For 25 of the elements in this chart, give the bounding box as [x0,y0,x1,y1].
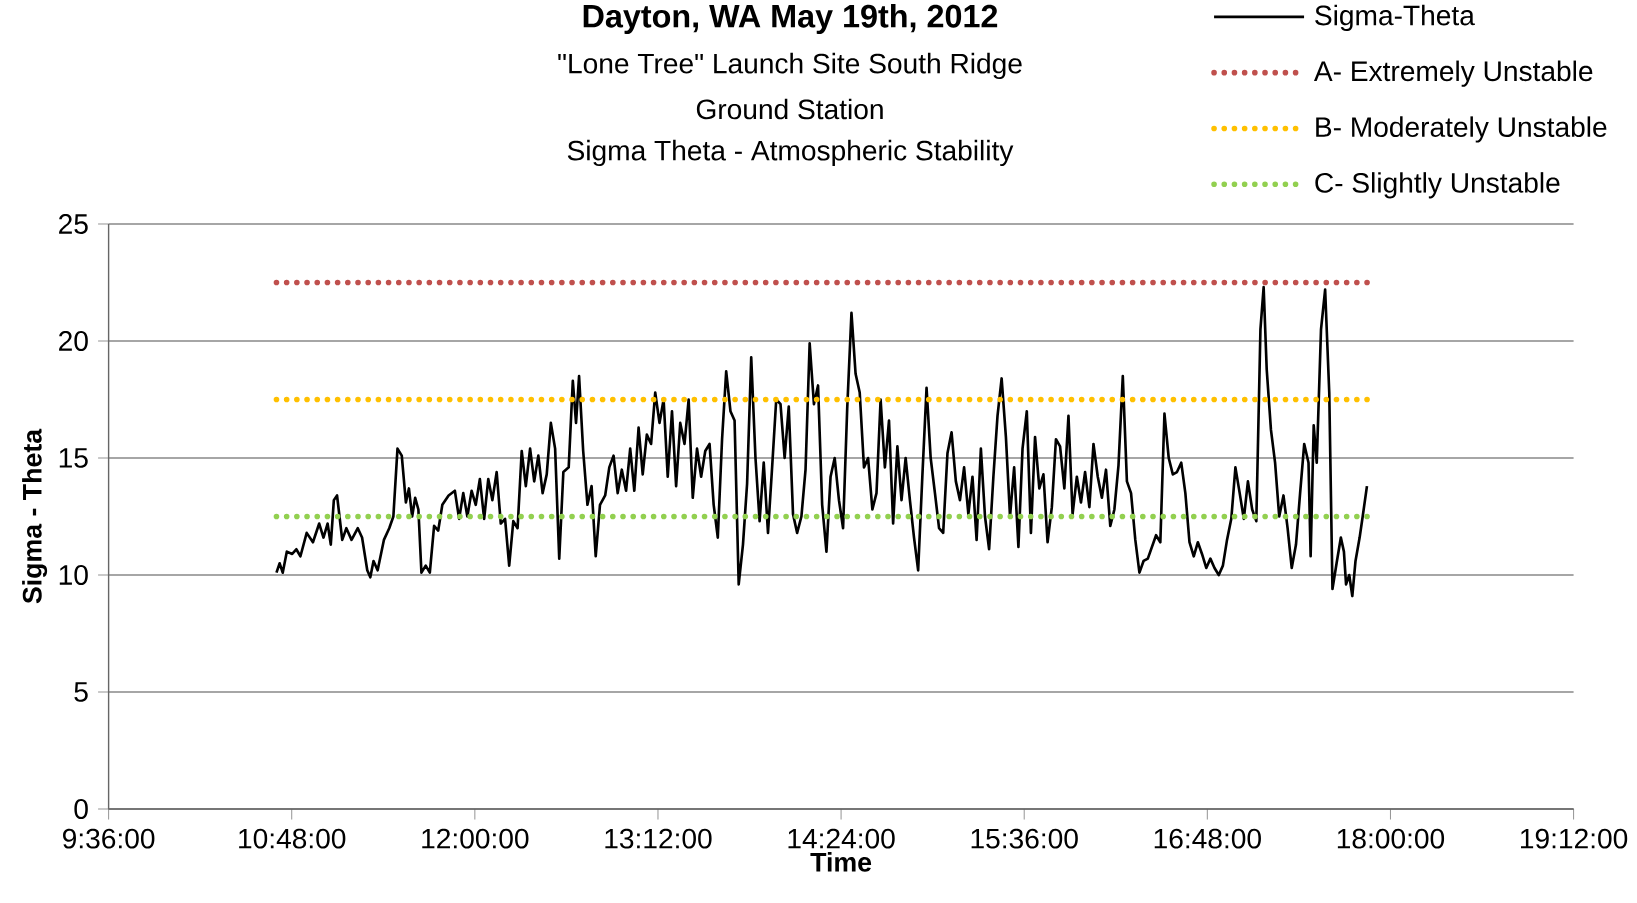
legend-label: B- Moderately Unstable [1316,116,1607,143]
x-tick-label: 15:36:00 [971,828,1078,849]
x-tick-label: 12:00:00 [422,828,529,849]
y-tick-label: 25 [59,214,88,234]
y-tick-label: 15 [59,448,88,468]
x-tick-label: 16:48:00 [1154,828,1261,849]
x-tick-label: 13:12:00 [605,828,712,849]
y-tick-label: 10 [59,565,88,585]
x-tick-label: 19:12:00 [1521,828,1628,849]
x-axis-title: Time [810,852,872,872]
y-axis-title: Sigma - Theta [22,428,48,604]
legend-label: A- Extremely Unstable [1313,60,1593,87]
legend-label: C- Slightly Unstable [1315,172,1560,199]
x-tick-label: 10:48:00 [239,828,346,849]
y-tick-label: 0 [74,799,88,819]
text: Sigma Theta - Atmospheric Stability [567,139,1014,167]
chart-title: Dayton, WA May 19th, 2012 [583,3,998,35]
chart-subtitle: "Lone Tree" Launch Site South Ridge [558,52,1022,80]
text: Ground Station [696,98,883,120]
legend-label: Sigma-Theta [1315,4,1475,31]
x-tick-label: 18:00:00 [1337,828,1445,849]
y-tick-label: 20 [59,331,88,351]
x-tick-label: 9:36:00 [63,828,155,849]
x-tick-label: 14:24:00 [788,828,895,849]
y-tick-label: 5 [74,682,88,702]
